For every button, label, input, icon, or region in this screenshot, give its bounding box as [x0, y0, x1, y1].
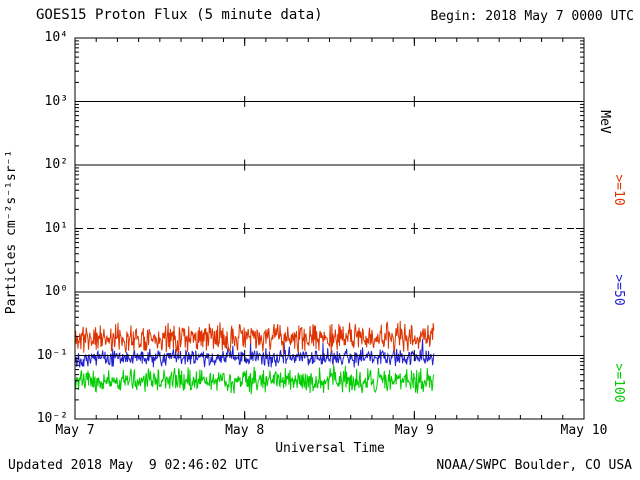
x-tick-label: May 10	[560, 423, 608, 438]
y-tick-label: 10¹	[44, 220, 68, 236]
legend-entry-ge10: >=10	[611, 174, 626, 206]
y-tick-label: 10⁻¹	[36, 347, 68, 363]
credit-label: NOAA/SWPC Boulder, CO USA	[436, 458, 632, 473]
x-tick-label: May 7	[55, 423, 95, 438]
y-tick-label: 10²	[44, 157, 68, 172]
y-tick-label: 10⁴	[44, 30, 68, 45]
y-tick-label: 10⁻²	[36, 411, 68, 426]
legend-entry-ge100: >=100	[611, 363, 626, 403]
begin-time-label: Begin: 2018 May 7 0000 UTC	[430, 9, 635, 24]
updated-timestamp: Updated 2018 May 9 02:46:02 UTC	[8, 458, 259, 473]
x-tick-label: May 8	[225, 423, 265, 438]
legend-entry-ge50: >=50	[611, 274, 626, 306]
chart-title: GOES15 Proton Flux (5 minute data)	[36, 7, 323, 23]
x-tick-label: May 9	[394, 423, 434, 438]
y-tick-label: 10⁰	[44, 284, 68, 299]
x-axis-label: Universal Time	[275, 441, 385, 456]
y-tick-label: 10³	[44, 93, 68, 109]
